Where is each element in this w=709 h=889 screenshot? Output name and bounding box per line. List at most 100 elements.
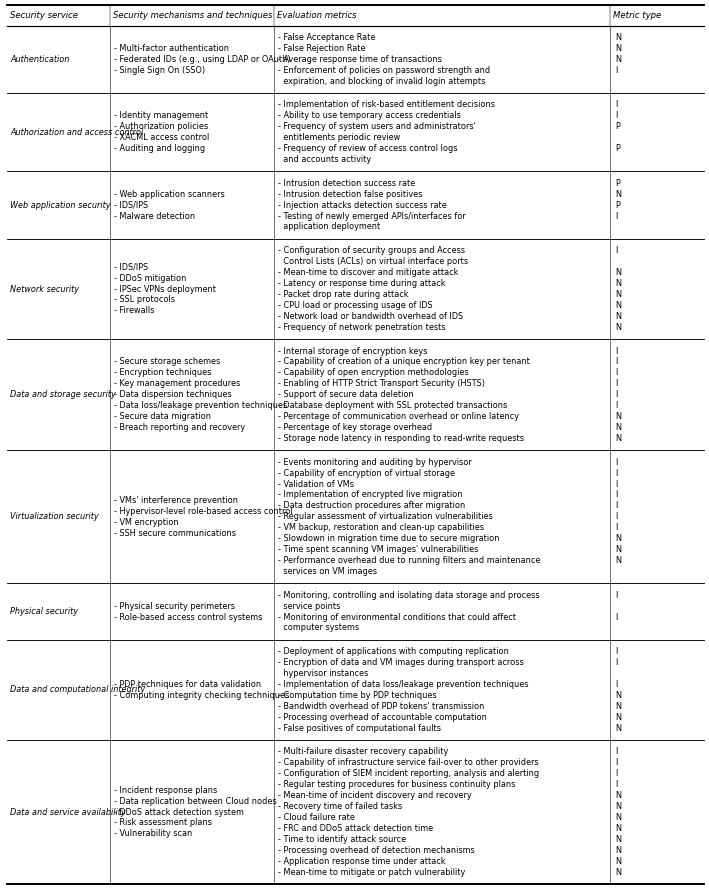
Text: - Data replication between Cloud nodes: - Data replication between Cloud nodes <box>114 797 277 805</box>
Text: N: N <box>615 33 621 42</box>
Text: - False positives of computational faults: - False positives of computational fault… <box>278 724 441 733</box>
Text: - Mean-time to mitigate or patch vulnerability: - Mean-time to mitigate or patch vulnera… <box>278 868 465 877</box>
Text: - Latency or response time during attack: - Latency or response time during attack <box>278 279 445 288</box>
Text: - Federated IDs (e.g., using LDAP or OAuth): - Federated IDs (e.g., using LDAP or OAu… <box>114 55 291 64</box>
Text: expiration, and blocking of invalid login attempts: expiration, and blocking of invalid logi… <box>278 76 486 85</box>
Text: N: N <box>615 824 621 833</box>
Text: - Validation of VMs: - Validation of VMs <box>278 479 354 489</box>
Text: - Testing of newly emerged APIs/interfaces for: - Testing of newly emerged APIs/interfac… <box>278 212 466 220</box>
Text: N: N <box>615 423 621 432</box>
Text: - Encryption techniques: - Encryption techniques <box>114 368 211 377</box>
Text: N: N <box>615 434 621 443</box>
Text: P: P <box>615 201 620 210</box>
Text: - Frequency of system users and administrators': - Frequency of system users and administ… <box>278 123 476 132</box>
Text: I: I <box>615 613 618 621</box>
Text: - Data destruction procedures after migration: - Data destruction procedures after migr… <box>278 501 465 510</box>
Text: - Web application scanners: - Web application scanners <box>114 189 225 199</box>
Text: - Secure storage schemes: - Secure storage schemes <box>114 357 220 366</box>
Text: I: I <box>615 100 618 109</box>
Text: I: I <box>615 501 618 510</box>
Text: - Mean-time to discover and mitigate attack: - Mean-time to discover and mitigate att… <box>278 268 458 277</box>
Text: hypervisor instances: hypervisor instances <box>278 669 368 678</box>
Text: - DDoS attack detection system: - DDoS attack detection system <box>114 807 244 816</box>
Text: - False Rejection Rate: - False Rejection Rate <box>278 44 365 52</box>
Text: - Slowdown in migration time due to secure migration: - Slowdown in migration time due to secu… <box>278 534 499 543</box>
Text: - Percentage of communication overhead or online latency: - Percentage of communication overhead o… <box>278 412 519 421</box>
Text: - Secure data migration: - Secure data migration <box>114 412 211 421</box>
Text: - Monitoring of environmental conditions that could affect: - Monitoring of environmental conditions… <box>278 613 516 621</box>
Text: Security service: Security service <box>10 11 78 20</box>
Text: application deployment: application deployment <box>278 222 380 231</box>
Text: - False Acceptance Rate: - False Acceptance Rate <box>278 33 375 42</box>
Text: - IDS/IPS: - IDS/IPS <box>114 201 148 210</box>
Text: Metric type: Metric type <box>613 11 661 20</box>
Text: - SSL protocols: - SSL protocols <box>114 295 175 304</box>
Text: - Incident response plans: - Incident response plans <box>114 786 218 795</box>
Text: - Application response time under attack: - Application response time under attack <box>278 857 445 866</box>
Text: - Key management procedures: - Key management procedures <box>114 380 240 388</box>
Text: I: I <box>615 590 618 600</box>
Text: - Frequency of review of access control logs: - Frequency of review of access control … <box>278 144 457 153</box>
Text: - Storage node latency in responding to read-write requests: - Storage node latency in responding to … <box>278 434 524 443</box>
Text: - Firewalls: - Firewalls <box>114 307 155 316</box>
Text: I: I <box>615 390 618 399</box>
Text: N: N <box>615 44 621 52</box>
Text: I: I <box>615 491 618 500</box>
Text: - Hypervisor-level role-based access control: - Hypervisor-level role-based access con… <box>114 507 293 516</box>
Text: I: I <box>615 357 618 366</box>
Text: I: I <box>615 524 618 533</box>
Text: - Implementation of encrypted live migration: - Implementation of encrypted live migra… <box>278 491 462 500</box>
Text: I: I <box>615 380 618 388</box>
Text: - IDS/IPS: - IDS/IPS <box>114 262 148 272</box>
Text: N: N <box>615 868 621 877</box>
Text: services on VM images: services on VM images <box>278 567 377 576</box>
Text: N: N <box>615 279 621 288</box>
Text: - Capability of encryption of virtual storage: - Capability of encryption of virtual st… <box>278 469 455 477</box>
Text: - XACML access control: - XACML access control <box>114 133 209 142</box>
Text: Security mechanisms and techniques: Security mechanisms and techniques <box>113 11 272 20</box>
Text: I: I <box>615 246 618 255</box>
Text: I: I <box>615 680 618 689</box>
Text: - Database deployment with SSL protected transactions: - Database deployment with SSL protected… <box>278 401 507 410</box>
Text: - FRC and DDoS attack detection time: - FRC and DDoS attack detection time <box>278 824 433 833</box>
Text: N: N <box>615 189 621 199</box>
Text: I: I <box>615 401 618 410</box>
Text: - Multi-failure disaster recovery capability: - Multi-failure disaster recovery capabi… <box>278 748 448 757</box>
Text: Control Lists (ACLs) on virtual interface ports: Control Lists (ACLs) on virtual interfac… <box>278 257 468 266</box>
Text: - Single Sign On (SSO): - Single Sign On (SSO) <box>114 66 206 75</box>
Text: - Auditing and logging: - Auditing and logging <box>114 144 206 153</box>
Text: - PDP techniques for data validation: - PDP techniques for data validation <box>114 680 262 689</box>
Text: - Regular assessment of virtualization vulnerabilities: - Regular assessment of virtualization v… <box>278 512 493 521</box>
Text: - Enforcement of policies on password strength and: - Enforcement of policies on password st… <box>278 66 490 75</box>
Text: N: N <box>615 724 621 733</box>
Text: I: I <box>615 368 618 377</box>
Text: I: I <box>615 781 618 789</box>
Text: Authentication: Authentication <box>10 55 69 64</box>
Text: I: I <box>615 658 618 667</box>
Text: - Malware detection: - Malware detection <box>114 212 195 220</box>
Text: I: I <box>615 647 618 656</box>
Text: - Data loss/leakage prevention techniques: - Data loss/leakage prevention technique… <box>114 401 287 410</box>
Text: - Intrusion detection success rate: - Intrusion detection success rate <box>278 179 415 188</box>
Text: N: N <box>615 813 621 822</box>
Text: - Risk assessment plans: - Risk assessment plans <box>114 819 212 828</box>
Text: - IPSec VPNs deployment: - IPSec VPNs deployment <box>114 284 216 293</box>
Text: - Network load or bandwidth overhead of IDS: - Network load or bandwidth overhead of … <box>278 312 463 321</box>
Text: N: N <box>615 835 621 844</box>
Text: - Configuration of SIEM incident reporting, analysis and alerting: - Configuration of SIEM incident reporti… <box>278 769 539 778</box>
Text: - Vulnerability scan: - Vulnerability scan <box>114 829 192 838</box>
Text: - Time spent scanning VM images' vulnerabilities: - Time spent scanning VM images' vulnera… <box>278 545 479 554</box>
Text: Authorization and access control: Authorization and access control <box>10 128 143 137</box>
Text: - Identity management: - Identity management <box>114 111 208 120</box>
Text: Physical security: Physical security <box>10 607 78 616</box>
Text: I: I <box>615 347 618 356</box>
Text: - Frequency of network penetration tests: - Frequency of network penetration tests <box>278 323 445 332</box>
Text: - Internal storage of encryption keys: - Internal storage of encryption keys <box>278 347 428 356</box>
Text: - Computation time by PDP techniques: - Computation time by PDP techniques <box>278 691 437 700</box>
Text: N: N <box>615 545 621 554</box>
Text: N: N <box>615 802 621 811</box>
Text: I: I <box>615 512 618 521</box>
Text: - VMs' interference prevention: - VMs' interference prevention <box>114 496 238 505</box>
Text: - Implementation of risk-based entitlement decisions: - Implementation of risk-based entitleme… <box>278 100 495 109</box>
Text: Network security: Network security <box>10 284 79 293</box>
